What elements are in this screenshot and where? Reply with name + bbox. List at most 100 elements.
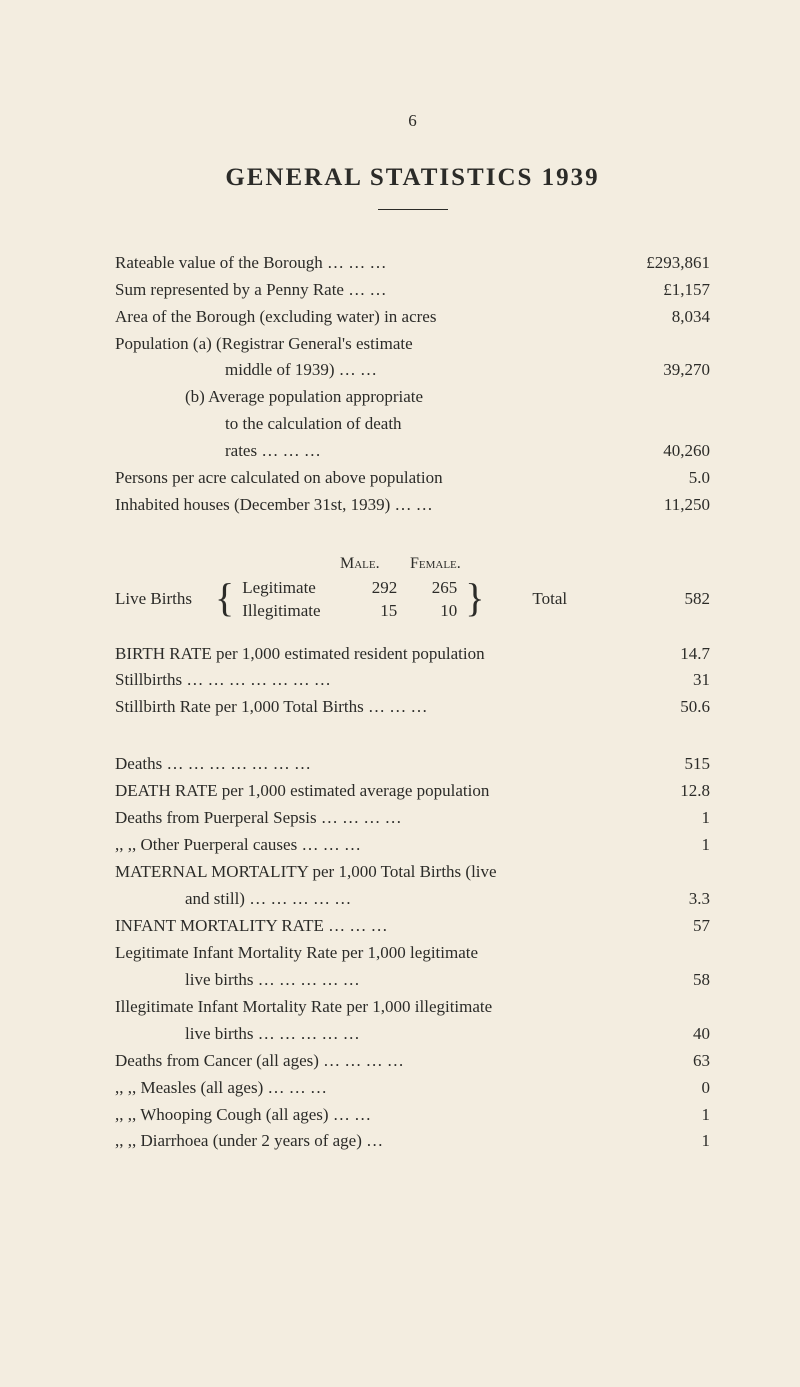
lb-type: Illegitimate <box>242 600 347 623</box>
stat-label: Inhabited houses (December 31st, 1939) …… <box>115 494 664 517</box>
stat-label: Deaths … … … … … … … <box>115 753 685 776</box>
stat-label: to the calculation of death <box>115 413 710 436</box>
total-label: Total <box>532 588 567 611</box>
stat-row: rates … … … 40,260 <box>115 440 710 463</box>
stat-value: 8,034 <box>672 306 710 329</box>
stat-label: Sum represented by a Penny Rate … … <box>115 279 663 302</box>
male-female-header: Male. Female. <box>115 553 710 575</box>
stat-label: MATERNAL MORTALITY per 1,000 Total Birth… <box>115 861 710 884</box>
lb-type: Legitimate <box>242 577 347 600</box>
stat-row: INFANT MORTALITY RATE … … … 57 <box>115 915 710 938</box>
stat-label: ,, ,, Whooping Cough (all ages) … … <box>115 1104 702 1127</box>
stat-label: Deaths from Puerperal Sepsis … … … … <box>115 807 702 830</box>
lb-male: 15 <box>347 600 417 623</box>
stat-row: Area of the Borough (excluding water) in… <box>115 306 710 329</box>
stat-value: 14.7 <box>680 643 710 666</box>
stat-row: live births … … … … … 58 <box>115 969 710 992</box>
stat-label: BIRTH RATE per 1,000 estimated resident … <box>115 643 680 666</box>
live-births-row: Illegitimate 15 10 <box>242 600 457 623</box>
stat-label: Stillbirths … … … … … … … <box>115 669 693 692</box>
stat-value: 50.6 <box>680 696 710 719</box>
live-births-table: Live Births { Legitimate 292 265 Illegit… <box>115 577 710 623</box>
stat-label: Rateable value of the Borough … … … <box>115 252 646 275</box>
stat-label: live births … … … … … <box>115 969 693 992</box>
stat-value: 1 <box>702 1104 711 1127</box>
stat-value: 1 <box>702 807 711 830</box>
total-value: 582 <box>685 588 711 611</box>
stat-label: Illegitimate Infant Mortality Rate per 1… <box>115 996 710 1019</box>
lb-female: 10 <box>417 600 457 623</box>
stat-value: 63 <box>693 1050 710 1073</box>
stat-row: Illegitimate Infant Mortality Rate per 1… <box>115 996 710 1019</box>
stat-label: Population (a) (Registrar General's esti… <box>115 333 710 356</box>
stat-label: Area of the Borough (excluding water) in… <box>115 306 672 329</box>
stat-value: 31 <box>693 669 710 692</box>
stat-value: 3.3 <box>689 888 710 911</box>
stat-value: 515 <box>685 753 711 776</box>
stat-label: and still) … … … … … <box>115 888 689 911</box>
stat-row: and still) … … … … … 3.3 <box>115 888 710 911</box>
page-title: GENERAL STATISTICS 1939 <box>115 161 710 195</box>
stat-value: 12.8 <box>680 780 710 803</box>
stat-value: 5.0 <box>689 467 710 490</box>
stat-row: (b) Average population appropriate <box>115 386 710 409</box>
stat-label: DEATH RATE per 1,000 estimated average p… <box>115 780 680 803</box>
stat-value: 57 <box>693 915 710 938</box>
stat-label: (b) Average population appropriate <box>115 386 710 409</box>
lb-male: 292 <box>347 577 417 600</box>
live-births-rows: Legitimate 292 265 Illegitimate 15 10 <box>242 577 457 623</box>
page-number: 6 <box>115 110 710 133</box>
stat-row: Legitimate Infant Mortality Rate per 1,0… <box>115 942 710 965</box>
stat-label: Deaths from Cancer (all ages) … … … … <box>115 1050 693 1073</box>
stat-row: to the calculation of death <box>115 413 710 436</box>
stat-label: Persons per acre calculated on above pop… <box>115 467 689 490</box>
stat-value: 58 <box>693 969 710 992</box>
stat-label: middle of 1939) … … <box>115 359 663 382</box>
stat-row: live births … … … … … 40 <box>115 1023 710 1046</box>
stat-row: BIRTH RATE per 1,000 estimated resident … <box>115 643 710 666</box>
stat-row: Deaths from Cancer (all ages) … … … … 63 <box>115 1050 710 1073</box>
brace-icon: { <box>215 578 234 618</box>
stat-row: Deaths from Puerperal Sepsis … … … … 1 <box>115 807 710 830</box>
stat-value: 1 <box>702 1130 711 1153</box>
lb-female: 265 <box>417 577 457 600</box>
stat-row: ,, ,, Diarrhoea (under 2 years of age) …… <box>115 1130 710 1153</box>
stat-row: Population (a) (Registrar General's esti… <box>115 333 710 356</box>
stat-row: middle of 1939) … … 39,270 <box>115 359 710 382</box>
stat-label: ,, ,, Other Puerperal causes … … … <box>115 834 702 857</box>
stat-value: 1 <box>702 834 711 857</box>
stat-row: Stillbirth Rate per 1,000 Total Births …… <box>115 696 710 719</box>
stat-row: MATERNAL MORTALITY per 1,000 Total Birth… <box>115 861 710 884</box>
stat-value: £293,861 <box>646 252 710 275</box>
stat-label: Legitimate Infant Mortality Rate per 1,0… <box>115 942 710 965</box>
stat-row: ,, ,, Whooping Cough (all ages) … … 1 <box>115 1104 710 1127</box>
stat-value: 40,260 <box>663 440 710 463</box>
stat-row: Inhabited houses (December 31st, 1939) …… <box>115 494 710 517</box>
spacer <box>115 553 340 575</box>
stat-value: 11,250 <box>664 494 710 517</box>
stat-value: 0 <box>702 1077 711 1100</box>
stat-row: ,, ,, Measles (all ages) … … … 0 <box>115 1077 710 1100</box>
brace-icon: } <box>465 578 484 618</box>
stat-label: Stillbirth Rate per 1,000 Total Births …… <box>115 696 680 719</box>
stat-row: Persons per acre calculated on above pop… <box>115 467 710 490</box>
stat-row: Deaths … … … … … … … 515 <box>115 753 710 776</box>
stat-row: ,, ,, Other Puerperal causes … … … 1 <box>115 834 710 857</box>
stat-row: Rateable value of the Borough … … … £293… <box>115 252 710 275</box>
stat-label: live births … … … … … <box>115 1023 693 1046</box>
stat-label: ,, ,, Diarrhoea (under 2 years of age) … <box>115 1130 702 1153</box>
title-rule <box>378 209 448 210</box>
stat-value: £1,157 <box>663 279 710 302</box>
stat-label: INFANT MORTALITY RATE … … … <box>115 915 693 938</box>
stat-row: DEATH RATE per 1,000 estimated average p… <box>115 780 710 803</box>
live-births-label: Live Births <box>115 588 215 611</box>
stat-row: Sum represented by a Penny Rate … … £1,1… <box>115 279 710 302</box>
stat-label: rates … … … <box>115 440 663 463</box>
stat-label: ,, ,, Measles (all ages) … … … <box>115 1077 702 1100</box>
stat-value: 39,270 <box>663 359 710 382</box>
stat-value: 40 <box>693 1023 710 1046</box>
live-births-row: Legitimate 292 265 <box>242 577 457 600</box>
col-female: Female. <box>410 553 480 575</box>
col-male: Male. <box>340 553 410 575</box>
stat-row: Stillbirths … … … … … … … 31 <box>115 669 710 692</box>
